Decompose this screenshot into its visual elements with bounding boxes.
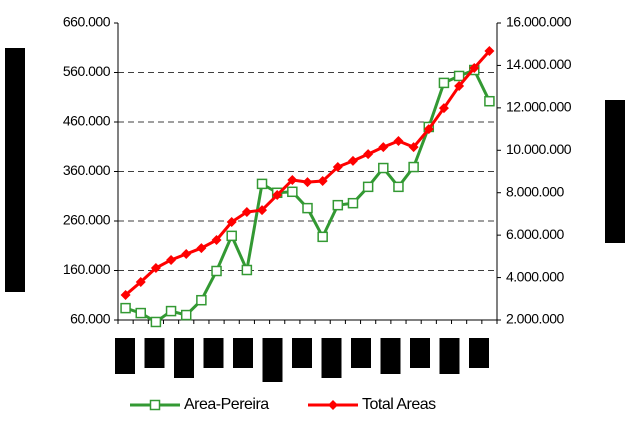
point-marker (180, 309, 192, 321)
point-marker (453, 70, 465, 82)
y-tick-label: 560.000 (63, 63, 111, 79)
y2-tick-label: 4.000.000 (506, 268, 564, 284)
point-marker (393, 135, 404, 146)
point-marker (484, 46, 495, 57)
point-marker (347, 155, 358, 166)
point-marker (438, 103, 449, 114)
y-tick-label: 60.000 (70, 311, 111, 327)
point-marker (196, 294, 207, 306)
point-marker (287, 186, 298, 198)
point-marker (211, 235, 222, 246)
point-marker (181, 249, 192, 260)
point-marker (272, 190, 283, 201)
redacted-x-label (439, 338, 460, 374)
point-marker (423, 124, 434, 135)
point-marker (302, 177, 313, 188)
point-marker (150, 263, 161, 274)
point-marker (408, 142, 419, 153)
point-marker (120, 302, 131, 314)
point-marker (135, 307, 146, 319)
y2-tick-label: 10.000.000 (506, 141, 572, 157)
y2-tick-label: 16.000.000 (506, 14, 572, 30)
y2-tick-label: 8.000.000 (506, 183, 564, 199)
y-tick-label: 160.000 (63, 261, 111, 277)
redacted-x-label (203, 338, 224, 368)
point-marker (211, 265, 222, 277)
point-marker (363, 149, 374, 160)
point-marker (469, 62, 480, 73)
point-marker (120, 289, 131, 300)
point-marker (256, 178, 268, 190)
redacted-x-label (174, 338, 194, 378)
point-marker (196, 243, 207, 254)
y2-tick-label: 2.000.000 (506, 311, 564, 327)
point-marker (484, 95, 495, 107)
point-marker (241, 264, 253, 276)
series-line (124, 50, 491, 297)
point-marker (226, 216, 237, 227)
point-marker (317, 176, 328, 187)
point-marker (378, 162, 389, 174)
redacted-x-label (321, 338, 342, 378)
point-marker (166, 254, 177, 265)
redacted-y2-title (605, 100, 625, 243)
point-marker (408, 161, 419, 173)
redacted-x-label (292, 338, 312, 368)
y2-tick-label: 12.000.000 (506, 99, 572, 115)
redacted-x-label (410, 338, 430, 368)
redacted-x-label (262, 338, 283, 382)
redacted-x-label (115, 338, 135, 374)
point-marker (378, 142, 389, 153)
legend-label: Total Areas (362, 396, 436, 413)
redacted-x-label (351, 338, 371, 368)
redacted-y-title (5, 48, 25, 292)
point-marker (241, 207, 252, 218)
y-tick-label: 660.000 (63, 14, 111, 30)
point-marker (150, 316, 162, 328)
point-marker (393, 181, 404, 193)
legend-label: Area-Pereira (184, 396, 269, 413)
legend-marker (149, 399, 161, 411)
point-marker (454, 81, 465, 92)
point-marker (332, 199, 344, 211)
point-marker (332, 162, 343, 173)
redacted-x-label (233, 338, 253, 368)
point-marker (317, 231, 328, 243)
y-tick-label: 260.000 (63, 212, 111, 228)
point-marker (287, 174, 298, 185)
y2-tick-label: 14.000.000 (506, 56, 572, 72)
redacted-x-label (380, 338, 401, 374)
point-marker (226, 230, 237, 242)
point-marker (362, 181, 374, 193)
point-marker (347, 197, 359, 209)
y2-tick-label: 6.000.000 (506, 226, 564, 242)
point-marker (165, 305, 177, 317)
point-marker (438, 77, 450, 89)
series-line (125, 68, 491, 324)
point-marker (135, 277, 146, 288)
y-tick-label: 360.000 (63, 162, 111, 178)
legend-marker (328, 400, 338, 410)
redacted-x-label (144, 338, 165, 368)
redacted-x-label (469, 338, 489, 368)
point-marker (302, 202, 313, 214)
y-tick-label: 460.000 (63, 113, 111, 129)
point-marker (257, 205, 268, 216)
